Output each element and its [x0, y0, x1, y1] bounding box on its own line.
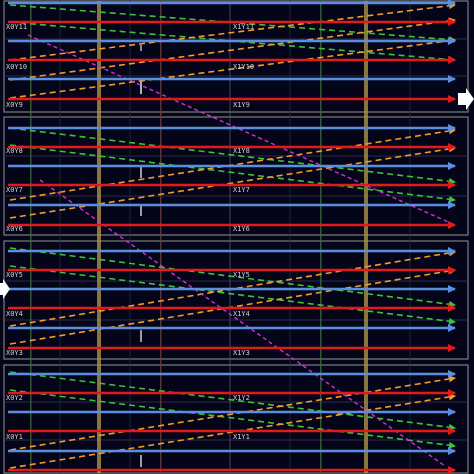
region-label-x1y11: X1Y11	[233, 23, 254, 31]
white-arrow-left-icon[interactable]	[0, 279, 10, 299]
region-frame-upper	[3, 116, 469, 236]
io-marker	[140, 455, 142, 467]
region-frame-bottom	[3, 364, 469, 474]
magenta-route	[39, 179, 446, 467]
region-label-x0y1: X0Y1	[6, 433, 23, 441]
dashed-routes	[9, 2, 456, 469]
region-label-x1y3: X1Y3	[233, 349, 250, 357]
region-label-x0y3: X0Y3	[6, 349, 23, 357]
solid-routes	[8, 0, 456, 474]
orange-route	[9, 37, 456, 99]
orange-route	[9, 375, 456, 451]
region-frame-lower	[3, 240, 469, 360]
io-marker	[140, 45, 142, 51]
region-label-x0y2: X0Y2	[6, 394, 23, 402]
region-label-x1y7: X1Y7	[233, 186, 250, 194]
region-label-x0y11: X0Y11	[6, 23, 27, 31]
region-label-x1y6: X1Y6	[233, 225, 250, 233]
orange-route	[9, 2, 456, 61]
io-marker	[140, 206, 142, 216]
region-label-x1y8: X1Y8	[233, 147, 250, 155]
green-route	[9, 144, 456, 203]
green-route	[9, 389, 456, 449]
io-marker	[140, 80, 142, 94]
region-label-x1y10: X1Y10	[233, 63, 254, 71]
green-route	[9, 265, 456, 325]
region-label-x0y5: X0Y5	[6, 271, 23, 279]
region-label-x1y9: X1Y9	[233, 101, 250, 109]
region-label-x1y2: X1Y2	[233, 394, 250, 402]
region-label-x0y9: X0Y9	[6, 101, 23, 109]
region-label-x0y4: X0Y4	[6, 310, 23, 318]
port-arrows	[0, 88, 474, 299]
green-route	[9, 127, 456, 185]
region-label-x1y4: X1Y4	[233, 310, 250, 318]
column-highlight-right	[364, 1, 368, 473]
orange-route	[9, 17, 456, 81]
io-marker	[140, 166, 142, 178]
region-label-x0y10: X0Y10	[6, 63, 27, 71]
region-label-x0y7: X0Y7	[6, 186, 23, 194]
green-route	[9, 371, 456, 431]
region-label-x1y1: X1Y1	[233, 433, 250, 441]
region-label-x0y8: X0Y8	[6, 147, 23, 155]
region-frame-top	[3, 0, 469, 113]
region-label-x0y6: X0Y6	[6, 225, 23, 233]
column-highlight-left	[97, 1, 101, 473]
clock-region-frames	[3, 0, 469, 474]
region-label-x1y5: X1Y5	[233, 271, 250, 279]
resource-columns	[30, 1, 368, 473]
magenta-route	[27, 34, 456, 226]
orange-route	[9, 145, 456, 219]
white-arrow-right-icon[interactable]	[458, 88, 474, 110]
green-route	[9, 247, 456, 308]
region-labels: X0Y11 X1Y11 X0Y10 X1Y10 X0Y9 X1Y9 X0Y8 X…	[6, 23, 254, 441]
io-marker	[140, 330, 142, 342]
